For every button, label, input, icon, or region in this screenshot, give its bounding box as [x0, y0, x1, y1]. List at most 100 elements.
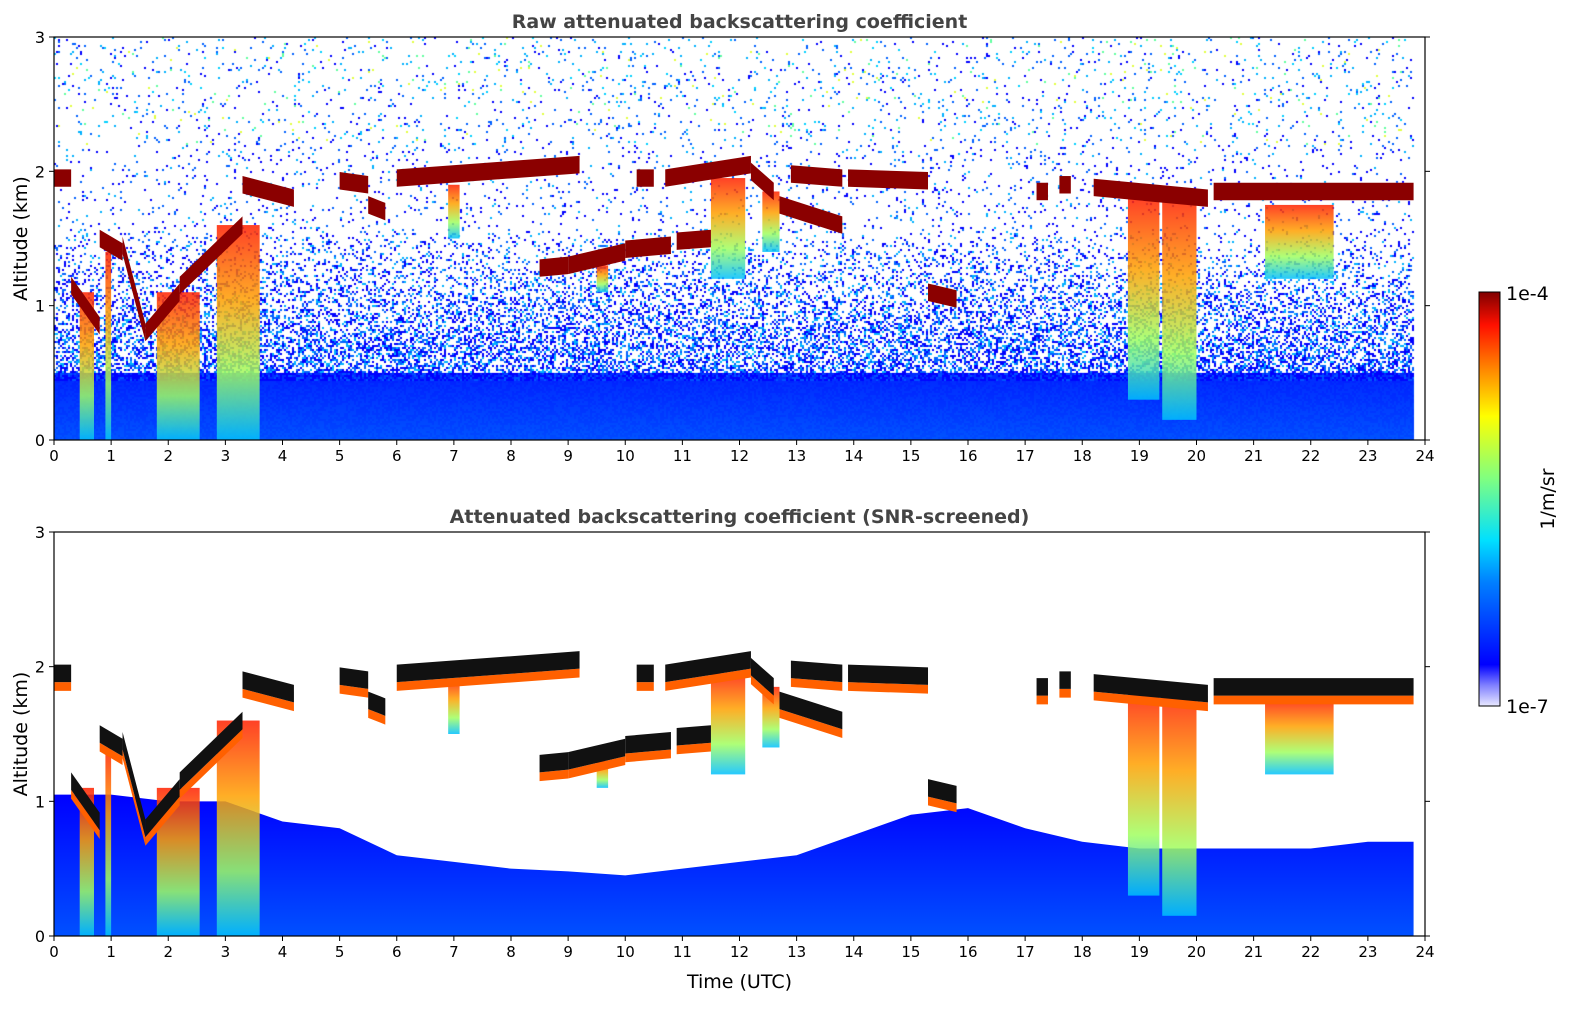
y-tick-label: 2	[35, 658, 45, 677]
cloud-layer-21	[1036, 678, 1048, 696]
cloud-base-7	[339, 684, 369, 698]
fallstreak-8	[1127, 693, 1160, 896]
cloud-layer-12	[625, 236, 671, 258]
x-tick-label: 23	[1358, 447, 1377, 465]
x-tick-label: 8	[506, 447, 516, 465]
x-tick-label: 22	[1301, 447, 1320, 465]
x-tick-label: 10	[616, 447, 635, 465]
cloud-layer-16	[750, 657, 774, 696]
cloud-layer-17	[779, 196, 843, 234]
x-tick-label: 21	[1244, 447, 1263, 465]
fallstreak-0	[79, 292, 94, 440]
cloud-base-11	[568, 756, 626, 779]
x-tick-label: 18	[1073, 447, 1092, 465]
x-tick-label: 1	[106, 447, 116, 465]
screened-backscatter-panel: 0 1 2 3 4 5 6 7 8 9 10 11 12 13 14 15 16 17 18 19 20 21 22 23 24…	[10, 506, 1435, 993]
x-tick-label: 23	[1358, 943, 1377, 961]
cloud-layer-18	[790, 660, 843, 683]
y-axis-label: Altitude (km)	[10, 176, 32, 301]
cloud-layer-4	[145, 779, 180, 838]
cloud-layer-15	[665, 155, 751, 187]
y-tick-label: 1	[35, 792, 45, 811]
x-tick-label: 13	[787, 943, 806, 961]
x-tick-label: 24	[1415, 943, 1434, 961]
y-tick-label: 0	[35, 927, 45, 946]
x-axis-label: Time (UTC)	[686, 971, 792, 993]
cloud-layer-1	[71, 772, 100, 831]
cloud-base-0	[54, 682, 72, 691]
x-tick-label: 16	[958, 943, 977, 961]
cloud-base-5	[179, 729, 243, 799]
cloud-base-13	[676, 742, 711, 755]
cloud-layer-3	[122, 731, 146, 838]
cloud-layer-16	[750, 162, 774, 201]
x-tick-label: 19	[1130, 943, 1149, 961]
y-tick-label: 3	[35, 523, 45, 542]
y-tick-label: 1	[35, 297, 45, 316]
fallstreak-5	[596, 760, 609, 788]
cloud-base-17	[779, 709, 843, 739]
x-tick-label: 17	[1016, 447, 1035, 465]
colorbar: 1e-4 1e-7 1/m/sr	[1478, 283, 1559, 718]
cloud-layer-6	[242, 176, 294, 207]
fallstreak-1	[105, 747, 112, 936]
x-tick-label: 1	[106, 943, 116, 961]
cloud-layer-11	[568, 243, 626, 275]
fallstreak-6	[710, 673, 746, 775]
x-tick-label: 17	[1016, 943, 1035, 961]
y-tick-label: 3	[35, 28, 45, 47]
x-tick-label: 2	[163, 943, 173, 961]
cloud-layer-15	[665, 651, 751, 683]
cloud-base-12	[625, 749, 671, 763]
x-tick-label: 7	[449, 943, 459, 961]
cloud-layer-10	[539, 752, 569, 773]
x-tick-label: 9	[563, 447, 573, 465]
cloud-base-21	[1036, 695, 1048, 705]
x-tick-label: 15	[901, 943, 920, 961]
cloud-base-19	[848, 682, 929, 694]
colorbar-max-label: 1e-4	[1506, 283, 1549, 305]
y-tick-label: 2	[35, 162, 45, 181]
cloud-base-14	[636, 682, 654, 691]
x-tick-label: 15	[901, 447, 920, 465]
cloud-layer-8	[368, 691, 386, 716]
x-tick-label: 16	[958, 447, 977, 465]
x-tick-label: 21	[1244, 943, 1263, 961]
cloud-layer-1	[71, 276, 100, 335]
cloud-layer-24	[1213, 678, 1414, 696]
y-tick-label: 0	[35, 431, 45, 450]
colorbar-min-label: 1e-7	[1506, 696, 1549, 718]
fallstreak-4	[448, 680, 460, 734]
cloud-layer-9	[396, 155, 580, 187]
boundary-layer-signal	[54, 794, 1414, 936]
x-tick-label: 4	[278, 447, 288, 465]
fallstreak-9	[1162, 198, 1197, 420]
cloud-layer-9	[396, 651, 580, 683]
x-tick-label: 11	[673, 943, 692, 961]
cloud-layer-2	[99, 725, 123, 757]
cloud-layer-12	[625, 731, 671, 754]
cloud-layer-22	[1059, 671, 1071, 689]
cloud-base-18	[790, 678, 843, 691]
fallstreak-3	[216, 720, 260, 936]
x-tick-label: 13	[787, 447, 806, 465]
x-tick-label: 22	[1301, 943, 1320, 961]
x-tick-label: 0	[49, 943, 59, 961]
x-tick-label: 8	[506, 943, 516, 961]
colorbar-unit-label: 1/m/sr	[1537, 468, 1559, 529]
cloud-base-23	[1093, 691, 1208, 712]
y-axis-label: Altitude (km)	[10, 672, 32, 797]
cloud-layer-3	[122, 236, 146, 342]
cloud-layer-19	[848, 169, 929, 190]
x-tick-label: 3	[221, 447, 231, 465]
fallstreak-7	[762, 686, 780, 748]
fallstreak-8	[1127, 198, 1160, 400]
x-tick-label: 10	[616, 943, 635, 961]
cloud-base-24	[1213, 695, 1414, 705]
x-tick-label: 3	[221, 943, 231, 961]
x-tick-label: 14	[844, 447, 863, 465]
cloud-layer-24	[1213, 182, 1414, 201]
cloud-base-10	[539, 769, 569, 782]
x-tick-label: 11	[673, 447, 692, 465]
cloud-layer-23	[1093, 178, 1208, 207]
